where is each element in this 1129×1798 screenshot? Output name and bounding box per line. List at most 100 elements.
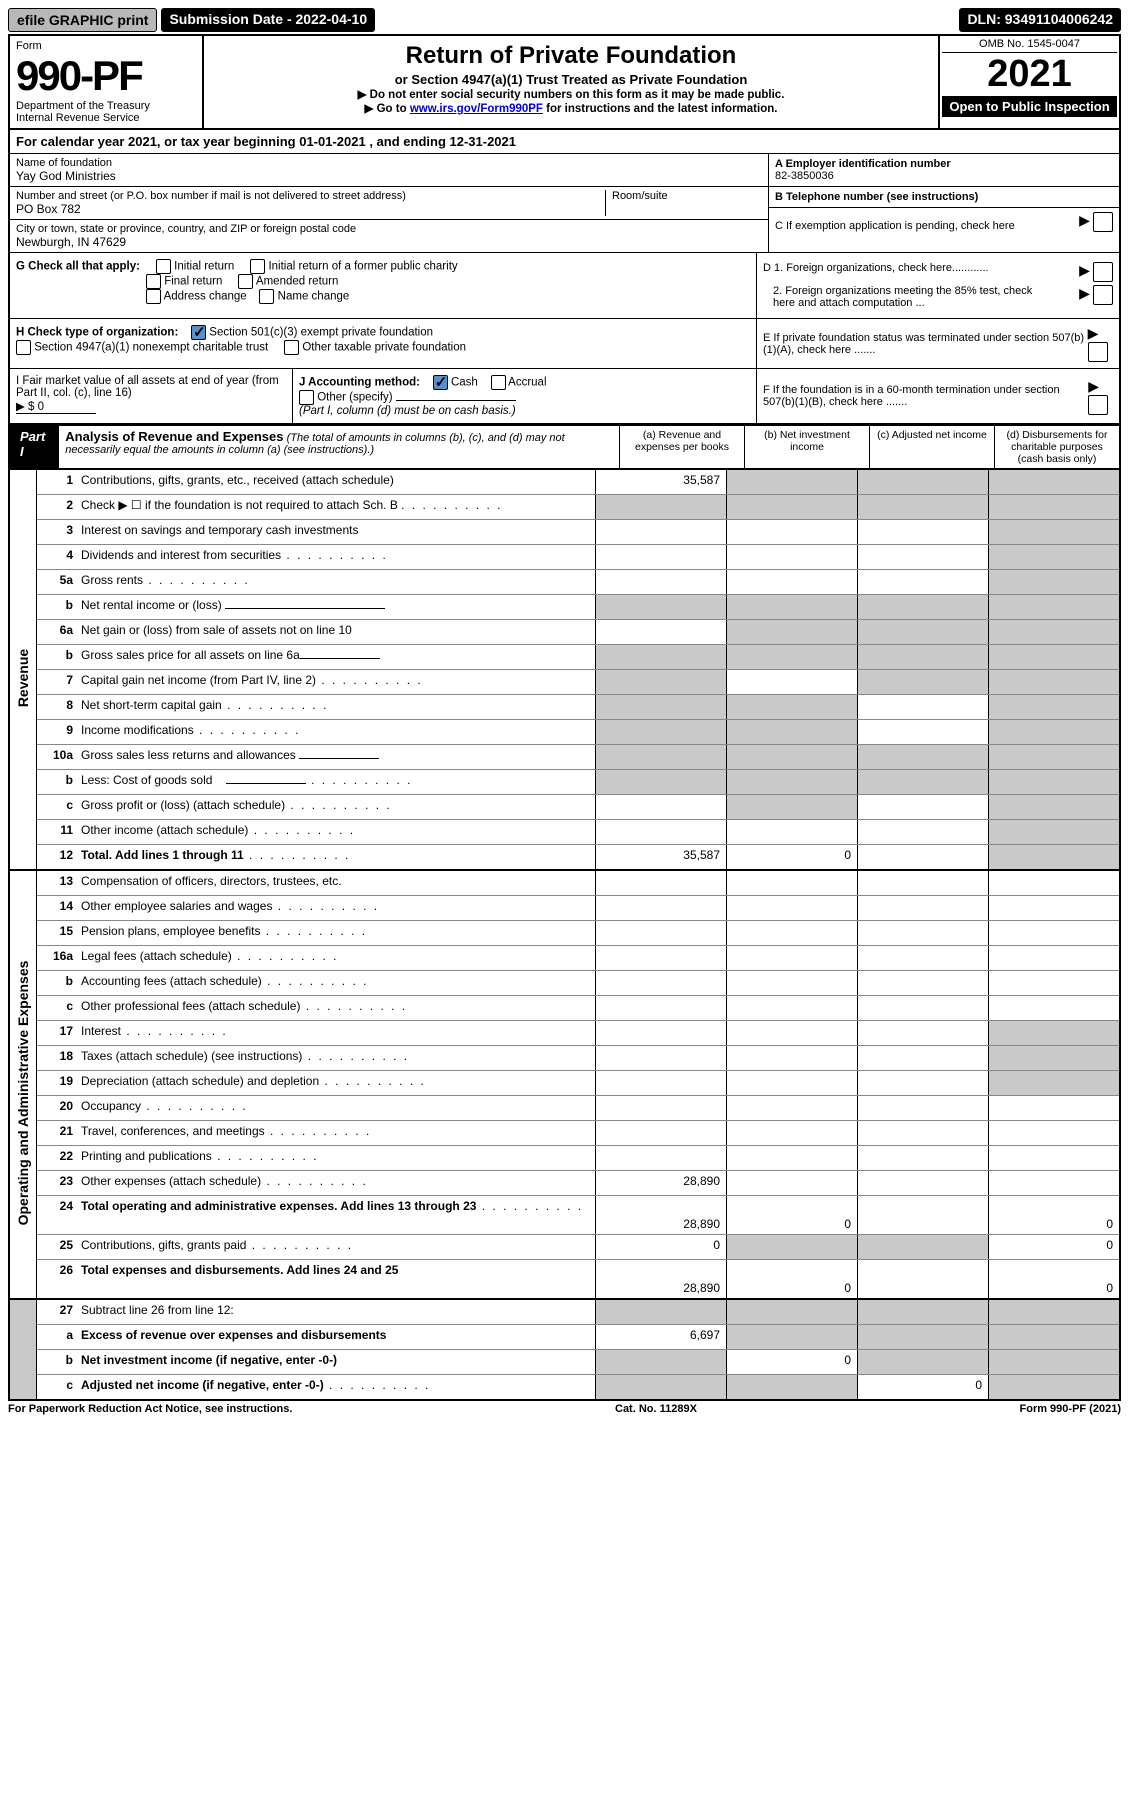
line-27a: Excess of revenue over expenses and disb…: [77, 1325, 595, 1349]
line-24-b: 0: [726, 1196, 857, 1234]
address: PO Box 782: [16, 202, 81, 216]
line-9: Income modifications: [77, 720, 595, 744]
paperwork-notice: For Paperwork Reduction Act Notice, see …: [8, 1403, 292, 1415]
f-checkbox[interactable]: [1088, 395, 1108, 415]
city-state-zip: Newburgh, IN 47629: [16, 235, 126, 249]
i-value: ▶ $ 0: [16, 399, 96, 414]
col-b-header: (b) Net investment income: [744, 426, 869, 468]
e-label: E If private foundation status was termi…: [763, 332, 1088, 356]
line-1: Contributions, gifts, grants, etc., rece…: [77, 470, 595, 494]
amended-return-checkbox[interactable]: [238, 274, 253, 289]
line-16c: Other professional fees (attach schedule…: [77, 996, 595, 1020]
line-10b: Less: Cost of goods sold: [77, 770, 595, 794]
d1-label: D 1. Foreign organizations, check here..…: [763, 262, 989, 282]
line-23-a: 28,890: [595, 1171, 726, 1195]
address-change-checkbox[interactable]: [146, 289, 161, 304]
line-22: Printing and publications: [77, 1146, 595, 1170]
line-26-b: 0: [726, 1260, 857, 1298]
cash-checkbox[interactable]: [433, 375, 448, 390]
line-7: Capital gain net income (from Part IV, l…: [77, 670, 595, 694]
d1-checkbox[interactable]: [1093, 262, 1113, 282]
form-container: Form 990-PF Department of the Treasury I…: [8, 34, 1121, 1401]
calendar-year-row: For calendar year 2021, or tax year begi…: [10, 130, 1119, 154]
line-23: Other expenses (attach schedule): [77, 1171, 595, 1195]
accrual-checkbox[interactable]: [491, 375, 506, 390]
form-header: Form 990-PF Department of the Treasury I…: [10, 36, 1119, 130]
line-6a: Net gain or (loss) from sale of assets n…: [77, 620, 595, 644]
ein-label: A Employer identification number: [775, 158, 951, 170]
form-ref: Form 990-PF (2021): [1020, 1403, 1121, 1415]
j2: Accrual: [508, 377, 546, 389]
line-18: Taxes (attach schedule) (see instruction…: [77, 1046, 595, 1070]
line-26-a: 28,890: [595, 1260, 726, 1298]
exemption-checkbox[interactable]: [1093, 212, 1113, 232]
line-27b: Net investment income (if negative, ente…: [77, 1350, 595, 1374]
line-8: Net short-term capital gain: [77, 695, 595, 719]
initial-return-checkbox[interactable]: [156, 259, 171, 274]
line-5a: Gross rents: [77, 570, 595, 594]
form-title: Return of Private Foundation: [208, 42, 934, 70]
d2-checkbox[interactable]: [1093, 285, 1113, 305]
instructions-link[interactable]: www.irs.gov/Form990PF: [410, 103, 543, 115]
g-label: G Check all that apply:: [16, 261, 140, 273]
g2: Initial return of a former public charit…: [268, 261, 457, 273]
g4: Amended return: [256, 276, 338, 288]
line-15: Pension plans, employee benefits: [77, 921, 595, 945]
line-25: Contributions, gifts, grants paid: [77, 1235, 595, 1259]
line-24-a: 28,890: [595, 1196, 726, 1234]
address-label: Number and street (or P.O. box number if…: [16, 190, 605, 202]
final-return-checkbox[interactable]: [146, 274, 161, 289]
d2-label: 2. Foreign organizations meeting the 85%…: [763, 285, 1033, 309]
goto-post: for instructions and the latest informat…: [543, 103, 778, 115]
4947-checkbox[interactable]: [16, 340, 31, 355]
h2: Section 4947(a)(1) nonexempt charitable …: [34, 342, 268, 354]
501c3-checkbox[interactable]: [191, 325, 206, 340]
i-label: I Fair market value of all assets at end…: [16, 375, 279, 399]
g5: Address change: [164, 291, 247, 303]
line-10a: Gross sales less returns and allowances: [77, 745, 595, 769]
efile-print-button[interactable]: efile GRAPHIC print: [8, 8, 157, 32]
line-27a-a: 6,697: [595, 1325, 726, 1349]
name-change-checkbox[interactable]: [259, 289, 274, 304]
g3: Final return: [164, 276, 222, 288]
f-label: F If the foundation is in a 60-month ter…: [763, 384, 1088, 408]
footer: For Paperwork Reduction Act Notice, see …: [8, 1401, 1121, 1415]
other-method-checkbox[interactable]: [299, 390, 314, 405]
j1: Cash: [451, 377, 478, 389]
j3: Other (specify): [317, 392, 392, 404]
line-27b-b: 0: [726, 1350, 857, 1374]
tax-year: 2021: [942, 53, 1117, 96]
line-3: Interest on savings and temporary cash i…: [77, 520, 595, 544]
line-16b: Accounting fees (attach schedule): [77, 971, 595, 995]
col-a-header: (a) Revenue and expenses per books: [619, 426, 744, 468]
dln: DLN: 93491104006242: [959, 8, 1121, 32]
revenue-side-label: Revenue: [10, 470, 37, 869]
form-word: Form: [16, 40, 42, 52]
e-checkbox[interactable]: [1088, 342, 1108, 362]
line-10c: Gross profit or (loss) (attach schedule): [77, 795, 595, 819]
foundation-name: Yay God Ministries: [16, 169, 116, 183]
submission-date: Submission Date - 2022-04-10: [161, 8, 375, 32]
city-label: City or town, state or province, country…: [16, 223, 762, 235]
h1: Section 501(c)(3) exempt private foundat…: [209, 327, 433, 339]
line-14: Other employee salaries and wages: [77, 896, 595, 920]
line-19: Depreciation (attach schedule) and deple…: [77, 1071, 595, 1095]
phone-label: B Telephone number (see instructions): [775, 191, 978, 203]
j-label: J Accounting method:: [299, 377, 420, 389]
line-24-d: 0: [988, 1196, 1119, 1234]
line-1-a: 35,587: [595, 470, 726, 494]
col-d-header: (d) Disbursements for charitable purpose…: [994, 426, 1119, 468]
other-taxable-checkbox[interactable]: [284, 340, 299, 355]
h3: Other taxable private foundation: [302, 342, 466, 354]
line-17: Interest: [77, 1021, 595, 1045]
line-25-d: 0: [988, 1235, 1119, 1259]
initial-former-checkbox[interactable]: [250, 259, 265, 274]
line-5b: Net rental income or (loss): [77, 595, 595, 619]
room-label: Room/suite: [612, 190, 762, 202]
line-20: Occupancy: [77, 1096, 595, 1120]
line-21: Travel, conferences, and meetings: [77, 1121, 595, 1145]
line-13: Compensation of officers, directors, tru…: [77, 871, 595, 895]
g6: Name change: [278, 291, 350, 303]
form-subtitle: or Section 4947(a)(1) Trust Treated as P…: [208, 72, 934, 87]
line-12-a: 35,587: [595, 845, 726, 869]
